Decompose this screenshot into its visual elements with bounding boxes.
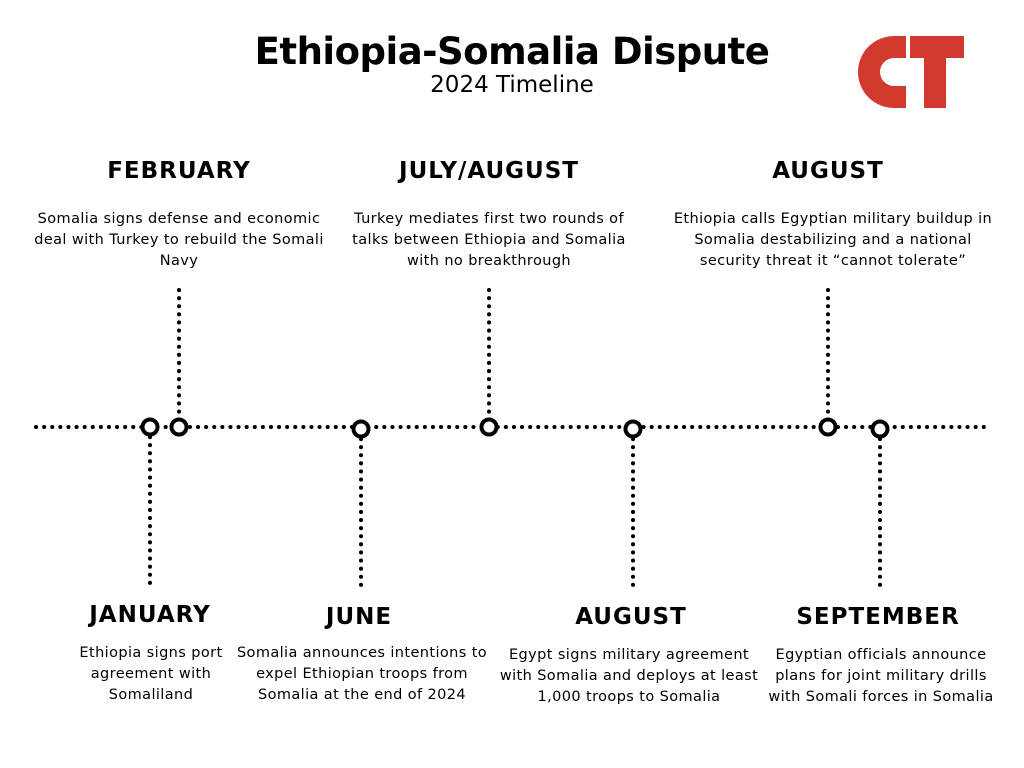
event-description-january: Ethiopia signs port agreement with Somal…	[79, 645, 223, 703]
marker-january	[140, 417, 160, 437]
event-month-august-bottom: AUGUST	[575, 604, 687, 630]
event-month-february: FEBRUARY	[107, 158, 251, 184]
event-description-august-bottom: Egypt signs military agreement with Soma…	[499, 647, 759, 705]
ct-logo	[858, 36, 964, 108]
marker-august-bottom	[623, 419, 643, 439]
event-month-september: SEPTEMBER	[796, 604, 960, 630]
event-month-august-top: AUGUST	[772, 158, 884, 184]
marker-september	[870, 419, 890, 439]
marker-august-top	[818, 417, 838, 437]
marker-june	[351, 419, 371, 439]
page-subtitle: 2024 Timeline	[430, 72, 594, 98]
marker-february	[169, 417, 189, 437]
event-description-september: Egyptian officials announce plans for jo…	[768, 647, 994, 705]
event-description-august-top: Ethiopia calls Egyptian military buildup…	[673, 211, 993, 269]
logo-c-shape	[858, 36, 906, 108]
logo-t-shape	[910, 36, 964, 108]
event-month-july-august: JULY/AUGUST	[399, 158, 579, 184]
event-month-january: JANUARY	[89, 602, 211, 628]
event-description-july-august: Turkey mediates first two rounds of talk…	[352, 211, 626, 269]
event-description-june: Somalia announces intentions to expel Et…	[236, 645, 488, 703]
event-description-february: Somalia signs defense and economic deal …	[34, 211, 324, 269]
marker-july-august	[479, 417, 499, 437]
event-month-june: JUNE	[325, 604, 393, 630]
page-title: Ethiopia-Somalia Dispute	[254, 30, 770, 73]
